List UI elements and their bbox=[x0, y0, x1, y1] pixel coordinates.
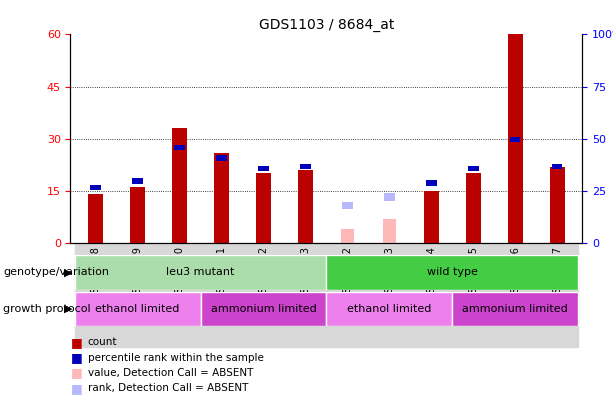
Bar bbox=[466, 173, 481, 243]
Bar bbox=[327, 292, 452, 326]
Bar bbox=[368, 243, 410, 347]
Bar bbox=[243, 243, 284, 347]
Bar bbox=[256, 173, 271, 243]
Bar bbox=[383, 219, 396, 243]
Bar bbox=[410, 243, 452, 347]
Bar bbox=[426, 181, 436, 185]
Bar bbox=[384, 193, 395, 201]
Bar bbox=[327, 243, 368, 347]
Text: growth protocol: growth protocol bbox=[3, 304, 91, 313]
Bar bbox=[298, 170, 313, 243]
Text: wild type: wild type bbox=[427, 267, 478, 277]
Bar bbox=[174, 145, 185, 150]
Text: percentile rank within the sample: percentile rank within the sample bbox=[88, 353, 264, 362]
Text: ammonium limited: ammonium limited bbox=[462, 304, 568, 314]
Text: rank, Detection Call = ABSENT: rank, Detection Call = ABSENT bbox=[88, 384, 248, 393]
Bar bbox=[452, 292, 578, 326]
Bar bbox=[508, 34, 522, 243]
Bar bbox=[116, 243, 159, 347]
Bar bbox=[214, 153, 229, 243]
Text: ▶: ▶ bbox=[64, 304, 73, 313]
Bar bbox=[200, 292, 327, 326]
Bar bbox=[327, 255, 578, 290]
Bar bbox=[510, 136, 520, 142]
Bar bbox=[200, 243, 243, 347]
Bar bbox=[342, 202, 352, 209]
Bar bbox=[424, 191, 439, 243]
Bar bbox=[75, 255, 327, 290]
Bar bbox=[91, 185, 101, 190]
Bar bbox=[550, 166, 565, 243]
Bar bbox=[536, 243, 578, 347]
Text: genotype/variation: genotype/variation bbox=[3, 267, 109, 277]
Bar bbox=[341, 229, 354, 243]
Bar bbox=[88, 194, 103, 243]
Text: leu3 mutant: leu3 mutant bbox=[166, 267, 235, 277]
Bar bbox=[300, 164, 311, 169]
Bar bbox=[75, 243, 116, 347]
Bar bbox=[131, 188, 145, 243]
Bar bbox=[216, 156, 227, 161]
Text: ■: ■ bbox=[70, 382, 82, 395]
Text: count: count bbox=[88, 337, 117, 347]
Text: ■: ■ bbox=[70, 367, 82, 379]
Text: ■: ■ bbox=[70, 351, 82, 364]
Text: ■: ■ bbox=[70, 336, 82, 349]
Bar bbox=[172, 128, 187, 243]
Bar bbox=[75, 292, 200, 326]
Bar bbox=[284, 243, 327, 347]
Title: GDS1103 / 8684_at: GDS1103 / 8684_at bbox=[259, 18, 394, 32]
Bar bbox=[132, 178, 143, 183]
Bar bbox=[159, 243, 200, 347]
Bar bbox=[552, 164, 562, 169]
Text: ▶: ▶ bbox=[64, 267, 73, 277]
Text: value, Detection Call = ABSENT: value, Detection Call = ABSENT bbox=[88, 368, 253, 378]
Text: ethanol limited: ethanol limited bbox=[347, 304, 432, 314]
Text: ethanol limited: ethanol limited bbox=[96, 304, 180, 314]
Bar bbox=[258, 166, 268, 171]
Bar bbox=[468, 166, 479, 171]
Bar bbox=[452, 243, 494, 347]
Bar bbox=[494, 243, 536, 347]
Text: ammonium limited: ammonium limited bbox=[211, 304, 316, 314]
